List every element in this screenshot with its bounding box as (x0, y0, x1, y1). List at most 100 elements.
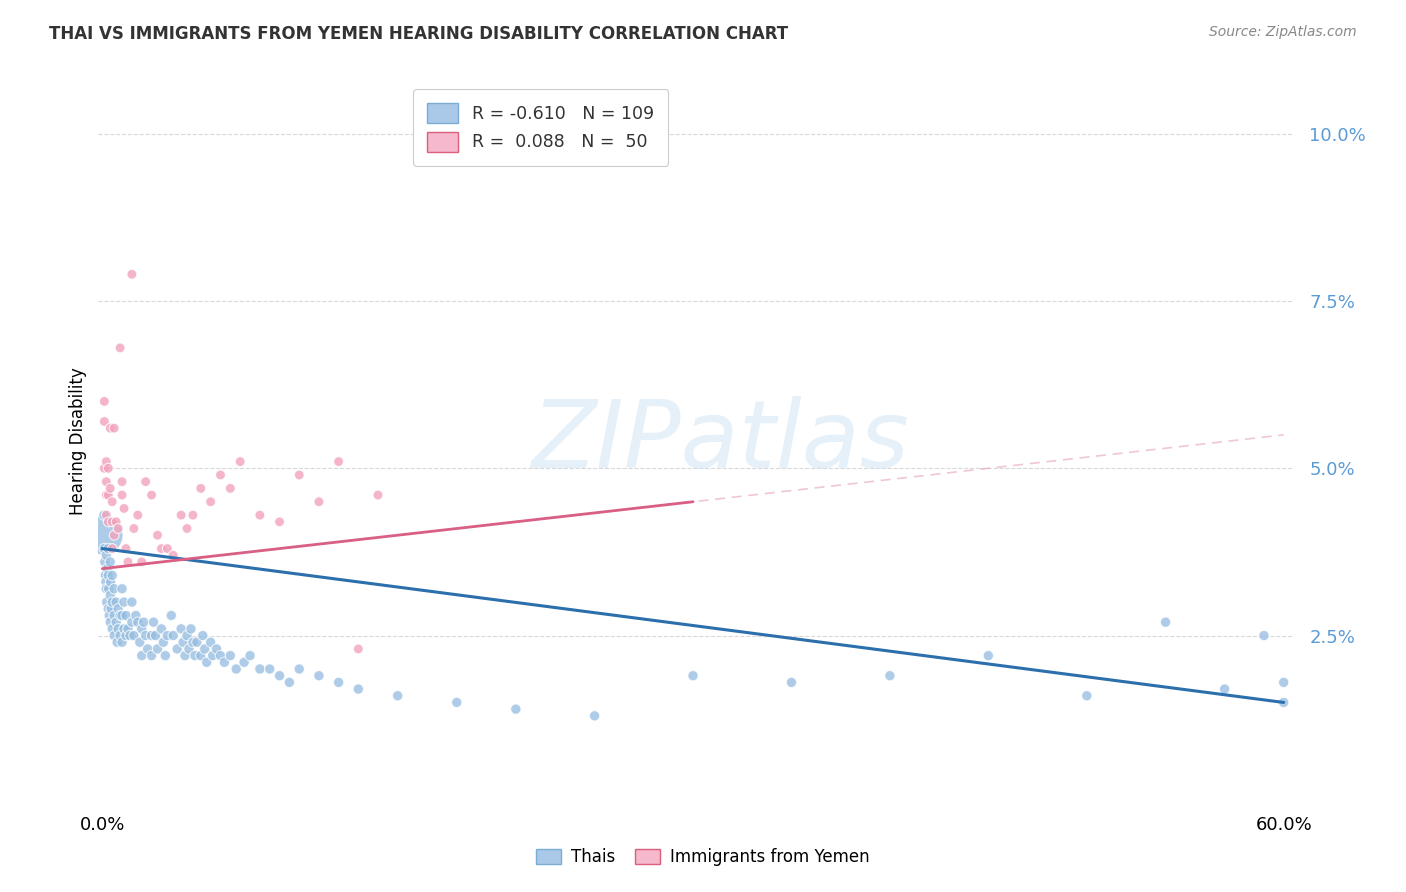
Point (191, 628, 214, 642)
Point (160, 608, 183, 623)
Point (94, 574, 117, 589)
Point (136, 642, 159, 657)
Point (180, 622, 202, 636)
Point (170, 622, 193, 636)
Point (93, 541, 115, 556)
Point (127, 615, 149, 630)
Point (97, 568, 120, 582)
Point (98, 608, 121, 623)
Point (172, 635, 194, 649)
Point (214, 655, 236, 669)
Point (239, 648, 262, 663)
Point (96, 595, 118, 609)
Point (93, 414, 115, 428)
Point (170, 508, 193, 523)
Point (101, 568, 124, 582)
Point (112, 622, 135, 636)
Point (93, 528, 115, 542)
Point (132, 615, 155, 630)
Point (97, 601, 120, 615)
Point (122, 521, 145, 535)
Point (328, 455, 350, 469)
Point (105, 635, 128, 649)
Point (152, 635, 174, 649)
Point (108, 608, 131, 623)
Point (174, 648, 197, 663)
Point (1272, 675, 1295, 690)
Point (141, 488, 163, 502)
Point (176, 628, 198, 642)
Point (101, 622, 124, 636)
Point (269, 669, 291, 683)
Point (146, 528, 169, 542)
Point (142, 615, 165, 630)
Point (190, 648, 212, 663)
Point (229, 455, 252, 469)
Point (121, 615, 143, 630)
Point (98, 481, 121, 495)
Point (194, 642, 217, 657)
Point (97, 541, 120, 556)
Point (107, 601, 129, 615)
Text: ZIPatlas: ZIPatlas (531, 396, 908, 487)
Point (115, 541, 138, 556)
Point (201, 648, 224, 663)
Point (1154, 615, 1177, 630)
Point (107, 521, 129, 535)
Point (141, 628, 163, 642)
Point (112, 501, 135, 516)
Point (107, 622, 129, 636)
Point (103, 608, 125, 623)
Point (94, 568, 117, 582)
Point (150, 622, 173, 636)
Point (205, 642, 228, 657)
Point (225, 662, 247, 676)
Point (121, 268, 143, 282)
Point (195, 655, 218, 669)
Point (111, 635, 134, 649)
Point (269, 515, 291, 529)
Point (96, 488, 118, 502)
Point (105, 515, 128, 529)
Point (118, 628, 141, 642)
Point (387, 689, 409, 703)
Point (156, 628, 179, 642)
Point (181, 635, 204, 649)
Point (977, 648, 1000, 663)
Point (505, 702, 527, 716)
Point (117, 622, 139, 636)
Point (219, 648, 242, 663)
Point (122, 628, 145, 642)
Point (125, 608, 148, 623)
Point (177, 642, 200, 657)
Point (1253, 628, 1275, 642)
Point (249, 662, 271, 676)
Point (150, 541, 173, 556)
Text: THAI VS IMMIGRANTS FROM YEMEN HEARING DISABILITY CORRELATION CHART: THAI VS IMMIGRANTS FROM YEMEN HEARING DI… (49, 25, 789, 43)
Point (682, 669, 704, 683)
Point (780, 675, 803, 690)
Point (583, 708, 606, 723)
Point (166, 642, 188, 657)
Point (131, 648, 153, 663)
Point (98, 615, 121, 630)
Point (288, 662, 311, 676)
Point (879, 669, 901, 683)
Point (97, 488, 120, 502)
Point (97, 515, 120, 529)
Point (111, 582, 134, 596)
Point (131, 622, 153, 636)
Point (96, 508, 118, 523)
Point (98, 421, 121, 435)
Point (135, 475, 157, 489)
Point (115, 608, 138, 623)
Point (308, 669, 330, 683)
Point (128, 635, 150, 649)
Legend: Thais, Immigrants from Yemen: Thais, Immigrants from Yemen (530, 842, 876, 873)
Point (105, 595, 128, 609)
Point (200, 494, 222, 508)
Point (101, 515, 124, 529)
Point (145, 628, 167, 642)
Point (96, 562, 118, 576)
Point (219, 481, 242, 495)
